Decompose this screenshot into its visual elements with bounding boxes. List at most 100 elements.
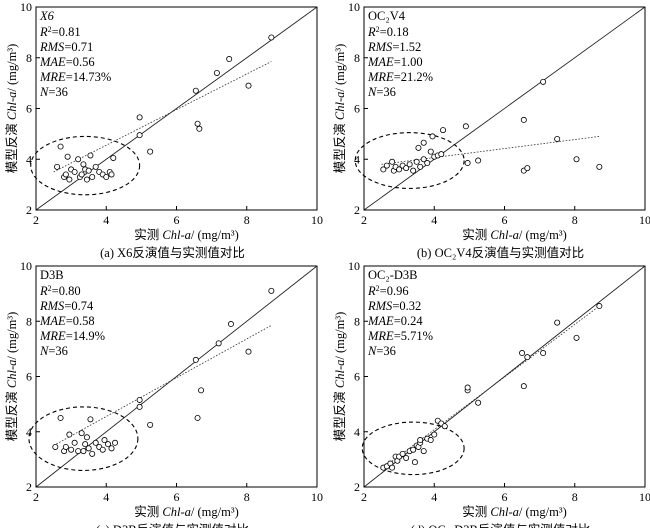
data-point	[147, 421, 154, 428]
data-point	[85, 167, 92, 174]
data-point	[87, 152, 94, 159]
data-point	[52, 443, 59, 450]
y-tick-label: 10	[348, 0, 360, 14]
data-point	[420, 139, 427, 146]
x-tick-label: 6	[502, 213, 508, 227]
x-tick-label: 4	[431, 213, 437, 227]
panel-caption: (b) OC₂V4反演值与实测值对比	[417, 245, 584, 260]
cluster-ellipse	[361, 421, 465, 476]
data-point	[524, 354, 531, 361]
data-point	[64, 153, 71, 160]
y-tick-label: 6	[354, 102, 360, 116]
x-tick-label: 8	[572, 490, 578, 504]
data-point	[57, 414, 64, 421]
data-point	[226, 56, 233, 63]
x-tick-label: 4	[103, 490, 109, 504]
cluster-ellipse	[30, 135, 141, 196]
data-point	[380, 166, 387, 173]
stat-line: RMS=0.71	[39, 40, 93, 54]
data-point	[399, 450, 406, 457]
y-tick-label: 4	[354, 152, 360, 166]
data-point	[87, 416, 94, 423]
stat-line: N=36	[39, 344, 68, 358]
data-point	[464, 384, 471, 391]
stat-line: MRE=21.2%	[367, 70, 433, 84]
data-point	[57, 143, 64, 150]
data-point	[596, 303, 603, 310]
chart-panel-2: 2 4 6 8 10 2 4 6 8 10 OC₂V4 R2=0.18RMS=1.52MAE=1.00…	[332, 0, 650, 260]
data-point	[78, 171, 85, 178]
x-tick-label: 2	[33, 490, 39, 504]
y-tick-label: 2	[354, 203, 360, 217]
x-tick-label: 8	[244, 213, 250, 227]
x-tick-label: 4	[431, 490, 437, 504]
data-point	[213, 69, 220, 76]
fit-line	[53, 61, 272, 173]
data-point	[475, 399, 482, 406]
x-axis-label: 实测 Chl-a/ (mg/m³)	[134, 504, 238, 519]
data-point	[66, 431, 73, 438]
y-tick-label: 8	[26, 51, 32, 65]
chart-panel-4: 2 4 6 8 10 2 4 6 8 10 OC₂-D3B R2=0.96RMS=0.32MAE=0.…	[332, 259, 650, 528]
data-point	[245, 82, 252, 89]
x-tick-label: 8	[572, 213, 578, 227]
stat-line: R2=0.96	[367, 284, 409, 299]
stat-line: MAE=1.00	[367, 55, 423, 69]
data-point	[519, 350, 526, 357]
data-point	[420, 156, 427, 163]
x-tick-label: 6	[174, 490, 180, 504]
x-tick-label: 4	[103, 213, 109, 227]
data-point	[136, 132, 143, 139]
y-tick-label: 2	[26, 480, 32, 494]
data-point	[75, 156, 82, 163]
data-point	[75, 448, 82, 455]
data-point	[136, 396, 143, 403]
data-point	[62, 443, 69, 450]
stat-line: MAE=0.24	[367, 314, 423, 328]
x-tick-label: 10	[311, 490, 323, 504]
data-point	[464, 160, 471, 167]
data-point	[101, 437, 108, 444]
y-tick-label: 4	[26, 152, 32, 166]
y-tick-label: 6	[354, 370, 360, 384]
stat-line: R2=0.81	[39, 25, 81, 40]
data-point	[71, 168, 78, 175]
data-point	[475, 157, 482, 164]
data-point	[54, 163, 61, 170]
data-point	[71, 439, 78, 446]
y-tick-label: 2	[354, 480, 360, 494]
data-point	[596, 163, 603, 170]
x-tick-label: 6	[174, 213, 180, 227]
y-tick-label: 10	[348, 259, 360, 273]
data-point	[573, 156, 580, 163]
data-point	[540, 78, 547, 85]
panel-title: X6	[39, 9, 55, 23]
y-tick-label: 10	[20, 259, 32, 273]
stat-line: R2=0.18	[367, 25, 409, 40]
data-point	[89, 450, 96, 457]
stat-line: RMS=1.52	[367, 40, 421, 54]
data-point	[112, 439, 119, 446]
fit-line	[53, 325, 272, 446]
y-axis-label: 模型反演 Chl-a/ (mg/m³)	[332, 44, 347, 173]
x-tick-label: 10	[311, 213, 323, 227]
stat-line: MRE=5.71%	[367, 329, 433, 343]
data-point	[420, 448, 427, 455]
panel-title: OC₂V4	[368, 9, 406, 23]
data-point	[417, 437, 424, 444]
x-axis-label: 实测 Chl-a/ (mg/m³)	[462, 504, 566, 519]
data-point	[83, 434, 90, 441]
data-point	[105, 441, 112, 448]
data-point	[136, 114, 143, 121]
data-point	[245, 348, 252, 355]
chart-panel-3: 2 4 6 8 10 2 4 6 8 10 D3B R2=0.80RMS=0.74MAE=0.58MR…	[4, 259, 323, 528]
panel-title: D3B	[40, 268, 64, 282]
y-tick-label: 8	[26, 314, 32, 328]
data-point	[192, 87, 199, 94]
chart-panel-1: 2 4 6 8 10 2 4 6 8 10 X6 R2=0.81RMS=0.71MAE=0.56MRE…	[4, 0, 323, 260]
data-point	[427, 437, 434, 444]
data-point	[383, 162, 390, 169]
data-point	[147, 148, 154, 155]
stat-line: N=36	[367, 344, 396, 358]
